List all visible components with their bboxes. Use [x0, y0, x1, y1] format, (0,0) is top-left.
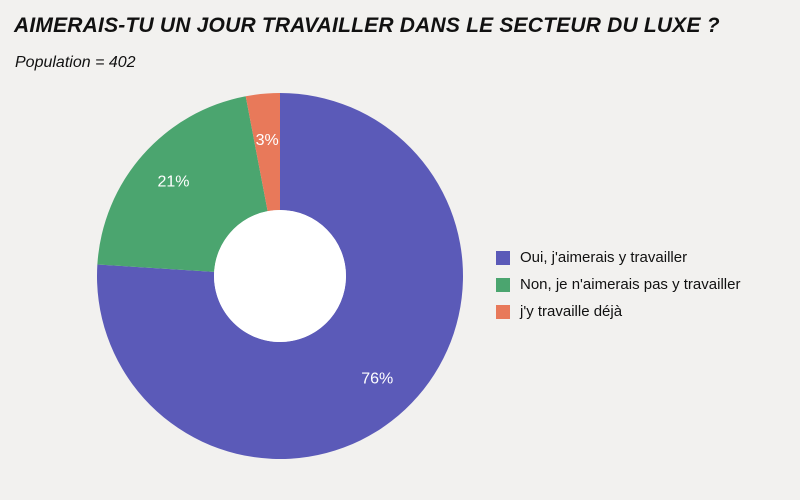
legend-item-non: Non, je n'aimerais pas y travailler — [496, 271, 740, 298]
donut-slice-non — [97, 96, 268, 272]
slice-label-oui: 76% — [361, 371, 393, 388]
slice-label-deja: 3% — [256, 132, 279, 149]
chart-subtitle: Population = 402 — [15, 54, 136, 71]
donut-slice-deja — [245, 93, 280, 212]
legend-label-non: Non, je n'aimerais pas y travailler — [520, 276, 741, 293]
donut-hole — [214, 210, 346, 342]
legend-swatch-non — [496, 277, 510, 292]
legend-label-oui: Oui, j'aimerais y travailler — [520, 249, 688, 266]
chart-title: AIMERAIS-TU UN JOUR TRAVAILLER DANS LE S… — [14, 14, 720, 37]
legend-swatch-deja — [496, 304, 510, 319]
legend-item-oui: Oui, j'aimerais y travailler — [496, 244, 740, 271]
donut-slice-oui — [96, 93, 464, 459]
legend-label-deja: j'y travaille déjà — [520, 303, 623, 320]
legend-item-deja: j'y travaille déjà — [496, 298, 740, 325]
chart-legend: Oui, j'aimerais y travailler Non, je n'a… — [496, 244, 740, 325]
legend-swatch-oui — [496, 250, 510, 265]
slice-label-non: 21% — [157, 173, 189, 190]
